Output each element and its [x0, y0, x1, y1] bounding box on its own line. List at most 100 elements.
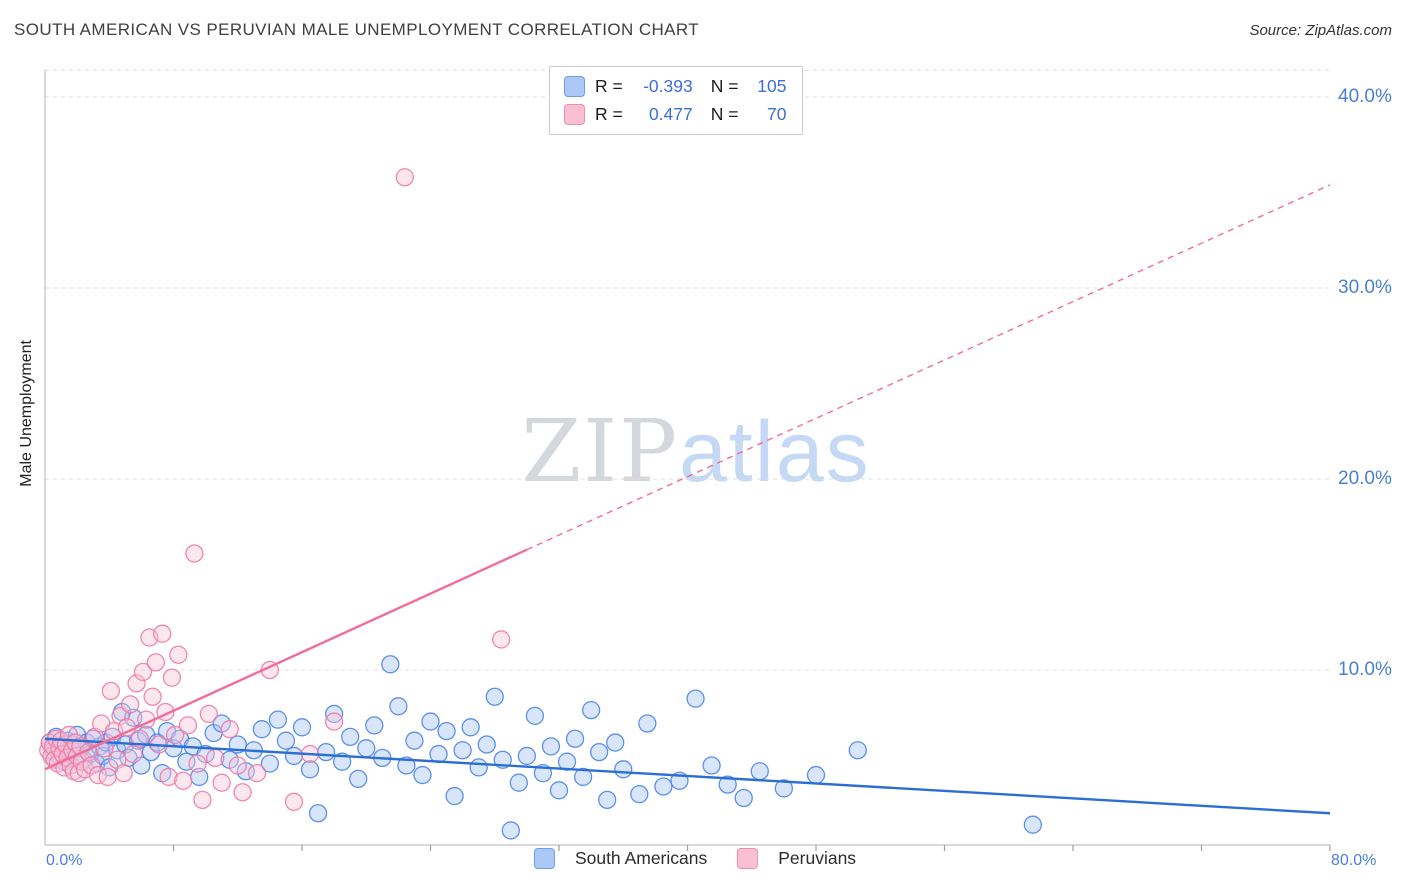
scatter-point-south-americans[interactable] [381, 655, 400, 674]
scatter-point-peruvians[interactable] [162, 668, 182, 687]
y-tick-30: 30.0% [1338, 277, 1392, 298]
scatter-point-south-americans[interactable] [413, 765, 432, 785]
scatter-point-south-americans[interactable] [718, 775, 737, 794]
scatter-point-south-americans[interactable] [477, 735, 496, 754]
scatter-point-south-americans[interactable] [606, 733, 625, 752]
scatter-point-peruvians[interactable] [233, 783, 252, 802]
scatter-point-south-americans[interactable] [260, 754, 280, 773]
scatter-point-peruvians[interactable] [395, 168, 414, 187]
trendline-south-americans-solid [44, 737, 1331, 815]
scatter-point-south-americans[interactable] [598, 790, 617, 810]
scatter-point-peruvians[interactable] [153, 624, 172, 643]
scatter-point-peruvians[interactable] [324, 712, 344, 731]
scatter-point-south-americans[interactable] [324, 704, 344, 724]
scatter-point-peruvians[interactable] [284, 792, 304, 811]
scatter-point-peruvians[interactable] [228, 756, 247, 775]
scatter-point-peruvians[interactable] [124, 744, 143, 764]
scatter-point-peruvians[interactable] [114, 763, 133, 783]
scatter-point-south-americans[interactable] [421, 712, 440, 731]
scatter-point-south-americans[interactable] [365, 716, 384, 735]
scatter-point-south-americans[interactable] [357, 739, 376, 758]
scatter-point-south-americans[interactable] [397, 756, 416, 775]
n-value-peruvians: 70 [767, 104, 787, 124]
series-legend: South Americans Peruvians [533, 848, 872, 869]
scatter-point-south-americans[interactable] [268, 710, 288, 729]
scatter-point-peruvians[interactable] [199, 704, 218, 724]
scatter-point-peruvians[interactable] [98, 767, 117, 787]
scatter-point-south-americans[interactable] [702, 756, 721, 775]
scatter-point-south-americans[interactable] [806, 765, 826, 785]
legend-item-south-americans[interactable]: South Americans [533, 848, 707, 869]
trendline-peruvians-dashed [526, 184, 1331, 551]
scatter-point-peruvians[interactable] [143, 687, 162, 706]
scatter-point-peruvians[interactable] [159, 767, 178, 787]
scatter-point-south-americans[interactable] [654, 777, 673, 796]
scatter-point-south-americans[interactable] [405, 731, 424, 750]
scatter-point-peruvians[interactable] [101, 681, 121, 701]
scatter-point-peruvians[interactable] [165, 725, 185, 745]
scatter-point-peruvians[interactable] [193, 790, 212, 810]
scatter-point-south-americans[interactable] [848, 741, 867, 760]
scatter-point-south-americans[interactable] [276, 731, 296, 750]
scatter-point-south-americans[interactable] [308, 804, 328, 823]
scatter-point-peruvians[interactable] [120, 695, 140, 714]
y-axis-title: Male Unemployment [18, 340, 35, 487]
scatter-point-south-americans[interactable] [774, 779, 794, 798]
scatter-point-south-americans[interactable] [461, 718, 480, 737]
scatter-point-peruvians[interactable] [173, 771, 193, 790]
scatter-point-peruvians[interactable] [206, 748, 225, 768]
scatter-point-south-americans[interactable] [501, 821, 520, 840]
scatter-point-south-americans[interactable] [750, 762, 769, 781]
scatter-point-peruvians[interactable] [212, 773, 231, 792]
legend-row-peruvians: R = 0.477 N = 70 [564, 104, 786, 125]
scatter-point-south-americans[interactable] [445, 786, 464, 806]
scatter-point-peruvians[interactable] [492, 630, 511, 649]
scatter-point-south-americans[interactable] [469, 758, 488, 777]
legend-item-peruvians[interactable]: Peruvians [737, 848, 856, 869]
scatter-point-south-americans[interactable] [341, 727, 360, 746]
scatter-point-peruvians[interactable] [220, 720, 239, 739]
scatter-point-south-americans[interactable] [638, 714, 657, 733]
scatter-point-peruvians[interactable] [133, 662, 153, 682]
scatter-point-south-americans[interactable] [614, 760, 633, 779]
scatter-point-south-americans[interactable] [573, 767, 593, 787]
scatter-point-south-americans[interactable] [1023, 815, 1042, 834]
scatter-point-south-americans[interactable] [300, 760, 320, 779]
scatter-point-peruvians[interactable] [82, 756, 101, 775]
n-label: N = [710, 104, 739, 124]
scatter-point-south-americans[interactable] [590, 742, 609, 762]
scatter-point-south-americans[interactable] [252, 720, 271, 739]
scatter-point-peruvians[interactable] [247, 763, 267, 783]
scatter-point-south-americans[interactable] [517, 746, 537, 766]
legend-row-south-americans: R = -0.393 N = 105 [564, 76, 786, 97]
scatter-point-peruvians[interactable] [127, 674, 146, 693]
scatter-point-south-americans[interactable] [453, 741, 472, 760]
scatter-point-peruvians[interactable] [169, 645, 188, 664]
scatter-point-south-americans[interactable] [292, 718, 312, 737]
scatter-point-south-americans[interactable] [581, 700, 601, 720]
scatter-point-south-americans[interactable] [630, 785, 649, 804]
scatter-point-peruvians[interactable] [146, 653, 165, 672]
scatter-point-south-americans[interactable] [284, 746, 304, 766]
scatter-point-south-americans[interactable] [316, 742, 336, 762]
scatter-point-south-americans[interactable] [177, 752, 196, 771]
scatter-point-south-americans[interactable] [549, 781, 569, 800]
scatter-point-south-americans[interactable] [429, 744, 448, 764]
scatter-point-south-americans[interactable] [541, 737, 561, 756]
scatter-point-south-americans[interactable] [485, 687, 504, 706]
scatter-point-south-americans[interactable] [686, 689, 705, 708]
scatter-point-south-americans[interactable] [164, 739, 183, 758]
scatter-point-peruvians[interactable] [185, 544, 204, 563]
scatter-point-south-americans[interactable] [509, 773, 528, 792]
scatter-point-south-americans[interactable] [565, 729, 585, 748]
scatter-point-south-americans[interactable] [349, 769, 368, 789]
scatter-point-south-americans[interactable] [389, 697, 408, 716]
trendline-peruvians-solid [44, 548, 528, 771]
scatter-point-south-americans[interactable] [437, 721, 456, 741]
scatter-point-peruvians[interactable] [178, 716, 198, 735]
scatter-point-south-americans[interactable] [734, 788, 753, 808]
scatter-point-peruvians[interactable] [188, 754, 207, 773]
scatter-point-south-americans[interactable] [525, 706, 545, 725]
legend-label-peruvians: Peruvians [778, 848, 857, 868]
